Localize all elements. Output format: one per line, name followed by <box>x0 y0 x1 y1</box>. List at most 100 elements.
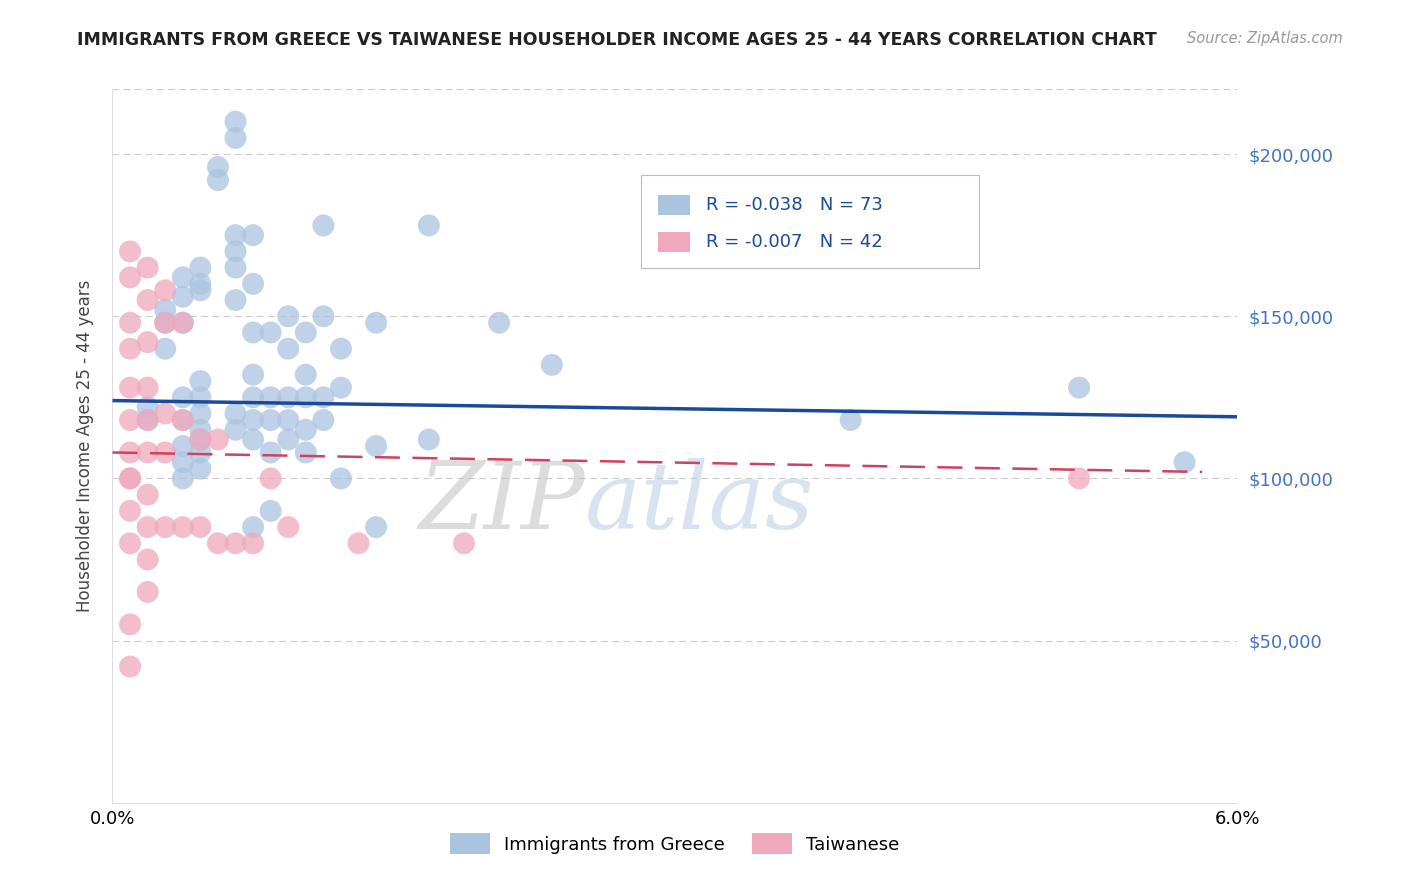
Point <box>136 413 159 427</box>
Point <box>120 445 141 459</box>
Point <box>259 413 281 427</box>
Point <box>120 381 141 395</box>
Point <box>172 439 194 453</box>
Point <box>120 471 141 485</box>
Point <box>453 536 475 550</box>
Point <box>136 585 159 599</box>
Point <box>188 433 212 447</box>
Point <box>136 488 159 502</box>
Point <box>242 277 264 291</box>
Point <box>188 461 212 475</box>
Point <box>207 173 229 187</box>
Text: R = -0.007   N = 42: R = -0.007 N = 42 <box>706 233 883 251</box>
Legend: Immigrants from Greece, Taiwanese: Immigrants from Greece, Taiwanese <box>443 826 907 862</box>
Point <box>242 520 264 534</box>
Point <box>188 283 212 297</box>
Point <box>225 228 247 243</box>
Point <box>242 536 264 550</box>
Point <box>136 552 159 566</box>
Point <box>120 270 141 285</box>
Point <box>259 326 281 340</box>
Point <box>136 520 159 534</box>
Point <box>312 390 335 404</box>
Point <box>155 520 177 534</box>
Point <box>242 368 264 382</box>
Point <box>366 439 388 453</box>
Point <box>242 413 264 427</box>
FancyBboxPatch shape <box>658 194 689 214</box>
Point <box>120 342 141 356</box>
Point <box>172 455 194 469</box>
Point <box>172 390 194 404</box>
Point <box>225 293 247 307</box>
Point <box>172 270 194 285</box>
Text: R = -0.038   N = 73: R = -0.038 N = 73 <box>706 195 883 213</box>
Point <box>242 433 264 447</box>
Point <box>120 617 141 632</box>
Point <box>120 244 141 259</box>
Point <box>225 536 247 550</box>
Point <box>155 316 177 330</box>
Point <box>540 358 562 372</box>
Point <box>295 326 318 340</box>
Point <box>172 471 194 485</box>
Point <box>120 536 141 550</box>
Point <box>155 302 177 317</box>
Point <box>120 316 141 330</box>
Point <box>259 471 281 485</box>
Point <box>839 413 862 427</box>
Point <box>366 316 388 330</box>
Point <box>277 433 299 447</box>
Point <box>172 520 194 534</box>
Point <box>295 390 318 404</box>
Point <box>120 413 141 427</box>
Point <box>136 413 159 427</box>
Point <box>120 659 141 673</box>
Point <box>136 293 159 307</box>
Point <box>188 374 212 388</box>
Point <box>277 342 299 356</box>
Y-axis label: Householder Income Ages 25 - 44 years: Householder Income Ages 25 - 44 years <box>76 280 94 612</box>
Point <box>136 445 159 459</box>
Point <box>172 413 194 427</box>
Point <box>312 413 335 427</box>
Point <box>225 423 247 437</box>
Point <box>155 316 177 330</box>
Point <box>312 310 335 324</box>
Point <box>225 114 247 128</box>
Point <box>259 390 281 404</box>
Point <box>1069 471 1091 485</box>
Point <box>259 445 281 459</box>
Point <box>277 310 299 324</box>
Point <box>329 381 352 395</box>
Point <box>259 504 281 518</box>
Point <box>188 520 212 534</box>
Point <box>225 407 247 421</box>
Point <box>242 326 264 340</box>
Point <box>136 381 159 395</box>
Point <box>188 423 212 437</box>
Point <box>172 290 194 304</box>
Point <box>312 219 335 233</box>
FancyBboxPatch shape <box>658 232 689 252</box>
Point <box>188 260 212 275</box>
Point <box>295 423 318 437</box>
Point <box>120 471 141 485</box>
Point <box>1174 455 1197 469</box>
Point <box>242 228 264 243</box>
Point <box>155 342 177 356</box>
Point <box>188 277 212 291</box>
Point <box>120 504 141 518</box>
Point <box>188 433 212 447</box>
Point <box>136 260 159 275</box>
Point <box>329 342 352 356</box>
Point <box>242 390 264 404</box>
Text: Source: ZipAtlas.com: Source: ZipAtlas.com <box>1187 31 1343 46</box>
FancyBboxPatch shape <box>641 175 979 268</box>
Point <box>155 283 177 297</box>
Point <box>136 400 159 414</box>
Point <box>366 520 388 534</box>
Point <box>172 413 194 427</box>
Point <box>488 316 510 330</box>
Point <box>277 520 299 534</box>
